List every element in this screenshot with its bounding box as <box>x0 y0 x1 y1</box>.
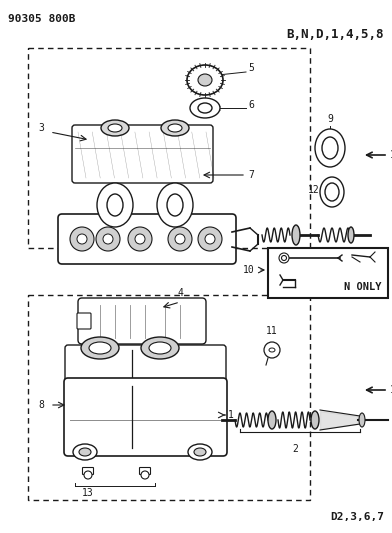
Circle shape <box>103 234 113 244</box>
Ellipse shape <box>97 183 133 227</box>
Circle shape <box>135 234 145 244</box>
Circle shape <box>141 471 149 479</box>
Ellipse shape <box>188 444 212 460</box>
Ellipse shape <box>292 225 300 245</box>
Circle shape <box>198 227 222 251</box>
Text: 6: 6 <box>248 100 254 110</box>
Ellipse shape <box>198 103 212 113</box>
Ellipse shape <box>194 448 206 456</box>
Circle shape <box>84 471 92 479</box>
FancyBboxPatch shape <box>65 345 226 389</box>
Text: 10: 10 <box>243 265 255 275</box>
FancyBboxPatch shape <box>140 467 151 474</box>
Text: N ONLY: N ONLY <box>345 282 382 292</box>
Ellipse shape <box>73 444 97 460</box>
Circle shape <box>77 234 87 244</box>
FancyBboxPatch shape <box>64 378 227 456</box>
Text: 90305 800B: 90305 800B <box>8 14 76 24</box>
Ellipse shape <box>359 413 365 427</box>
Text: 12: 12 <box>308 185 320 195</box>
FancyBboxPatch shape <box>78 298 206 344</box>
Ellipse shape <box>108 124 122 132</box>
Ellipse shape <box>168 124 182 132</box>
Ellipse shape <box>157 183 193 227</box>
Ellipse shape <box>325 183 339 201</box>
Text: 13: 13 <box>82 488 94 498</box>
Ellipse shape <box>268 411 276 429</box>
Ellipse shape <box>320 177 344 207</box>
Text: 9: 9 <box>327 114 333 124</box>
Text: 4: 4 <box>178 288 184 298</box>
Bar <box>268 248 388 298</box>
Circle shape <box>70 227 94 251</box>
Text: 1: 1 <box>390 150 392 160</box>
FancyBboxPatch shape <box>77 313 91 329</box>
Ellipse shape <box>315 129 345 167</box>
Ellipse shape <box>279 253 289 263</box>
Text: 5: 5 <box>248 63 254 73</box>
Ellipse shape <box>161 120 189 136</box>
FancyBboxPatch shape <box>72 125 213 183</box>
Text: 1: 1 <box>390 385 392 395</box>
Ellipse shape <box>81 337 119 359</box>
Circle shape <box>205 234 215 244</box>
Ellipse shape <box>107 194 123 216</box>
Ellipse shape <box>311 411 319 429</box>
Text: 8: 8 <box>38 400 44 410</box>
Ellipse shape <box>187 65 223 95</box>
Ellipse shape <box>149 342 171 354</box>
Circle shape <box>264 342 280 358</box>
Ellipse shape <box>79 448 91 456</box>
Text: 11: 11 <box>266 326 278 336</box>
Circle shape <box>168 227 192 251</box>
Ellipse shape <box>348 227 354 243</box>
Bar <box>28 295 310 500</box>
Circle shape <box>128 227 152 251</box>
Text: B,N,D,1,4,5,8: B,N,D,1,4,5,8 <box>287 28 384 41</box>
Text: 1: 1 <box>228 410 234 420</box>
Ellipse shape <box>167 194 183 216</box>
FancyBboxPatch shape <box>82 467 94 474</box>
Ellipse shape <box>141 337 179 359</box>
Ellipse shape <box>198 74 212 86</box>
Circle shape <box>175 234 185 244</box>
Text: 3: 3 <box>38 123 44 133</box>
Circle shape <box>96 227 120 251</box>
FancyBboxPatch shape <box>58 214 236 264</box>
Text: 2: 2 <box>292 444 298 454</box>
Text: D2,3,6,7: D2,3,6,7 <box>330 512 384 522</box>
Text: 7: 7 <box>248 170 254 180</box>
Ellipse shape <box>322 137 338 159</box>
Ellipse shape <box>269 348 275 352</box>
Ellipse shape <box>281 255 287 261</box>
Ellipse shape <box>190 98 220 118</box>
Ellipse shape <box>101 120 129 136</box>
Ellipse shape <box>89 342 111 354</box>
Bar <box>28 48 310 248</box>
